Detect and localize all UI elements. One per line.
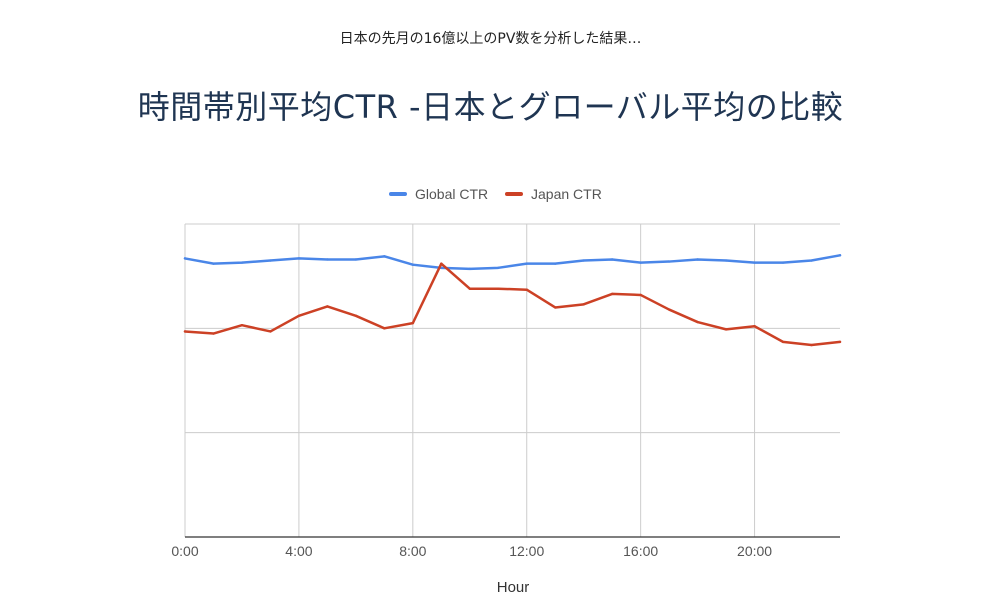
data-point: [582, 303, 585, 306]
data-point: [497, 287, 500, 290]
data-point: [810, 343, 813, 347]
data-point: [753, 261, 756, 264]
data-point: [383, 255, 386, 258]
chart-subtitle: 日本の先月の16億以上のPV数を分析した結果…: [339, 31, 642, 47]
chart-title: 時間帯別平均CTR -日本とグローバル平均の比較: [137, 88, 844, 126]
data-point: [724, 328, 728, 331]
data-point: [297, 314, 301, 318]
data-point: [639, 261, 642, 264]
legend-item-japan-ctr: Japan CTR: [505, 186, 602, 202]
data-point: [411, 263, 415, 266]
x-tick-label: 0:00: [171, 543, 198, 559]
data-point: [724, 259, 728, 262]
data-point: [269, 330, 272, 333]
data-point: [781, 261, 785, 264]
x-tick-label: 16:00: [623, 543, 658, 559]
data-point: [411, 321, 415, 325]
data-point: [525, 288, 528, 291]
data-point: [610, 292, 614, 296]
legend-label: Japan CTR: [531, 186, 602, 202]
data-point: [354, 314, 358, 318]
data-point: [696, 258, 699, 261]
data-point: [183, 257, 187, 260]
x-axis-ticks: 0:00 4:00 8:00 12:00 16:00 20:00: [171, 543, 772, 559]
data-point: [183, 330, 187, 333]
data-point: [810, 259, 813, 262]
x-tick-label: 12:00: [509, 543, 544, 559]
data-point: [781, 340, 785, 344]
data-point: [639, 293, 642, 297]
data-point: [838, 254, 842, 257]
series-line-global-ctr: [183, 254, 842, 271]
legend-label: Global CTR: [415, 186, 488, 202]
chart-grid: [184, 223, 840, 538]
data-point: [554, 262, 557, 265]
data-point: [610, 258, 614, 261]
data-point: [838, 340, 842, 344]
series-global-ctr: [183, 254, 842, 271]
data-point: [468, 267, 471, 271]
data-point: [354, 258, 358, 261]
data-point: [667, 260, 671, 263]
data-point: [582, 259, 585, 262]
data-point: [383, 327, 386, 330]
chart-series-group: [183, 254, 842, 347]
data-point: [667, 308, 671, 311]
data-point: [240, 324, 244, 327]
data-point: [753, 325, 756, 328]
data-point: [326, 305, 329, 308]
data-point: [269, 259, 272, 262]
data-point: [696, 320, 699, 324]
legend-item-global-ctr: Global CTR: [389, 186, 488, 202]
series-line-japan-ctr: [183, 262, 842, 347]
x-tick-label: 20:00: [737, 543, 772, 559]
data-point: [525, 262, 528, 265]
data-point: [468, 287, 471, 290]
x-axis-title: Hour: [497, 579, 530, 596]
data-point: [212, 332, 215, 335]
data-point: [440, 262, 443, 265]
data-point: [497, 266, 500, 270]
series-japan-ctr: [183, 262, 842, 347]
data-point: [240, 261, 244, 264]
data-point: [212, 262, 215, 265]
x-tick-label: 4:00: [285, 543, 312, 559]
chart-legend: Global CTR Japan CTR: [389, 186, 602, 202]
x-tick-label: 8:00: [399, 543, 426, 559]
data-point: [326, 258, 329, 261]
data-point: [554, 306, 557, 309]
data-point: [297, 257, 301, 260]
